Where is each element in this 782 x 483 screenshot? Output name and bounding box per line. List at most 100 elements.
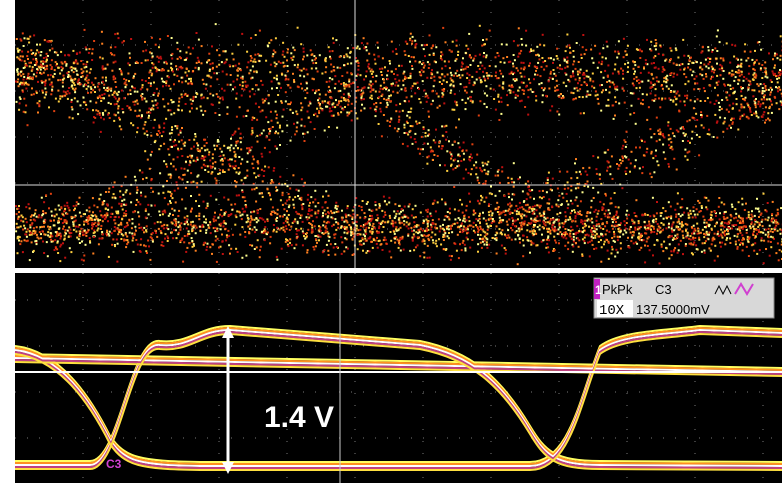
sample-dot bbox=[588, 76, 590, 78]
sample-dot bbox=[435, 240, 437, 242]
sample-dot bbox=[270, 182, 272, 184]
sample-dot bbox=[385, 243, 387, 245]
sample-dot bbox=[465, 86, 467, 88]
sample-dot bbox=[731, 44, 733, 46]
sample-dot bbox=[589, 212, 591, 214]
sample-dot bbox=[229, 158, 231, 160]
sample-dot bbox=[346, 232, 348, 234]
sample-dot bbox=[145, 121, 147, 123]
sample-dot bbox=[595, 95, 597, 97]
sample-dot bbox=[422, 222, 424, 224]
sample-dot bbox=[103, 68, 105, 70]
sample-dot bbox=[721, 65, 723, 67]
sample-dot bbox=[756, 221, 758, 223]
sample-dot bbox=[135, 230, 137, 232]
sample-dot bbox=[407, 134, 409, 136]
sample-dot bbox=[479, 25, 481, 27]
sample-dot bbox=[546, 65, 548, 67]
sample-dot bbox=[289, 188, 291, 190]
sample-dot bbox=[688, 63, 690, 65]
sample-dot bbox=[727, 84, 729, 86]
sample-dot bbox=[702, 216, 704, 218]
sample-dot bbox=[101, 94, 103, 96]
sample-dot bbox=[756, 253, 758, 255]
sample-dot bbox=[740, 104, 742, 106]
sample-dot bbox=[394, 238, 396, 240]
sample-dot bbox=[384, 221, 386, 223]
sample-dot bbox=[51, 48, 53, 50]
sample-dot bbox=[231, 53, 233, 55]
sample-dot bbox=[23, 98, 25, 100]
sample-dot bbox=[114, 46, 116, 48]
sample-dot bbox=[723, 70, 725, 72]
sample-dot bbox=[721, 67, 723, 69]
sample-dot bbox=[458, 217, 460, 219]
sample-dot bbox=[596, 228, 598, 230]
sample-dot bbox=[178, 97, 180, 99]
sample-dot bbox=[466, 232, 468, 234]
sample-dot bbox=[605, 57, 607, 59]
sample-dot bbox=[525, 204, 527, 206]
sample-dot bbox=[477, 234, 479, 236]
sample-dot bbox=[378, 96, 380, 98]
sample-dot bbox=[196, 182, 198, 184]
sample-dot bbox=[677, 192, 679, 194]
sample-dot bbox=[145, 208, 147, 210]
sample-dot bbox=[611, 237, 613, 239]
sample-dot bbox=[185, 103, 187, 105]
sample-dot bbox=[170, 63, 172, 65]
sample-dot bbox=[283, 222, 285, 224]
sample-dot bbox=[380, 243, 382, 245]
sample-dot bbox=[206, 149, 208, 151]
sample-dot bbox=[63, 91, 65, 93]
sample-dot bbox=[666, 75, 668, 77]
sample-dot bbox=[723, 203, 725, 205]
sample-dot bbox=[345, 214, 347, 216]
sample-dot bbox=[500, 73, 502, 75]
sample-dot bbox=[234, 86, 236, 88]
sample-dot bbox=[19, 83, 21, 85]
sample-dot bbox=[132, 237, 134, 239]
sample-dot bbox=[426, 257, 428, 259]
sample-dot bbox=[397, 74, 399, 76]
sample-dot bbox=[192, 100, 194, 102]
sample-dot bbox=[191, 83, 193, 85]
sample-dot bbox=[518, 228, 520, 230]
sample-dot bbox=[775, 86, 777, 88]
sample-dot bbox=[533, 78, 535, 80]
sample-dot bbox=[590, 49, 592, 51]
sample-dot bbox=[53, 219, 55, 221]
sample-dot bbox=[412, 239, 414, 241]
sample-dot bbox=[664, 158, 666, 160]
sample-dot bbox=[548, 172, 550, 174]
sample-dot bbox=[519, 176, 521, 178]
sample-dot bbox=[434, 234, 436, 236]
sample-dot bbox=[673, 91, 675, 93]
sample-dot bbox=[243, 89, 245, 91]
sample-dot bbox=[60, 244, 62, 246]
sample-dot bbox=[83, 101, 85, 103]
sample-dot bbox=[142, 84, 144, 86]
sample-dot bbox=[457, 142, 459, 144]
sample-dot bbox=[519, 87, 521, 89]
sample-dot bbox=[317, 99, 319, 101]
sample-dot bbox=[539, 213, 541, 215]
sample-dot bbox=[245, 255, 247, 257]
sample-dot bbox=[502, 57, 504, 59]
sample-dot bbox=[158, 93, 160, 95]
sample-dot bbox=[481, 197, 483, 199]
sample-dot bbox=[548, 88, 550, 90]
sample-dot bbox=[186, 95, 188, 97]
sample-dot bbox=[667, 125, 669, 127]
sample-dot bbox=[695, 217, 697, 219]
sample-dot bbox=[726, 99, 728, 101]
sample-dot bbox=[187, 156, 189, 158]
sample-dot bbox=[233, 147, 235, 149]
sample-dot bbox=[394, 233, 396, 235]
sample-dot bbox=[264, 221, 266, 223]
sample-dot bbox=[264, 228, 266, 230]
sample-dot bbox=[307, 199, 309, 201]
sample-dot bbox=[172, 214, 174, 216]
sample-dot bbox=[343, 82, 345, 84]
sample-dot bbox=[748, 73, 750, 75]
